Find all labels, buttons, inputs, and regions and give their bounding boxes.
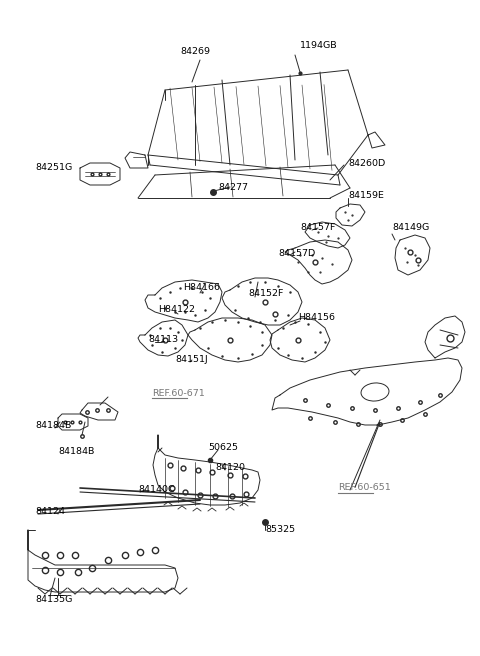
Text: 84157F: 84157F	[300, 224, 336, 232]
Text: 84113: 84113	[148, 335, 178, 344]
Text: 84157D: 84157D	[278, 249, 315, 258]
Text: 84260D: 84260D	[348, 159, 385, 167]
Text: H84122: H84122	[158, 306, 195, 314]
Text: 84152F: 84152F	[248, 289, 283, 298]
Text: 84269: 84269	[180, 47, 210, 56]
Text: 84135G: 84135G	[35, 596, 72, 604]
Text: 84251G: 84251G	[35, 163, 72, 173]
Text: 50625: 50625	[208, 443, 238, 453]
Text: 84277: 84277	[218, 184, 248, 192]
Text: 84151J: 84151J	[175, 356, 208, 365]
Text: 1194GB: 1194GB	[300, 41, 337, 49]
Text: REF.60-651: REF.60-651	[338, 483, 391, 493]
Text: 84149G: 84149G	[392, 224, 429, 232]
Text: 84184B: 84184B	[35, 420, 72, 430]
Text: 84120: 84120	[215, 464, 245, 472]
Text: H84156: H84156	[298, 314, 335, 323]
Text: 85325: 85325	[265, 525, 295, 535]
Text: REF.60-671: REF.60-671	[152, 388, 205, 398]
Text: REF.60-671: REF.60-671	[152, 388, 205, 398]
Text: 84124: 84124	[35, 508, 65, 516]
Text: 84184B: 84184B	[58, 447, 95, 457]
Text: H84166: H84166	[183, 283, 220, 293]
Text: 84140C: 84140C	[138, 485, 175, 495]
Text: 84159E: 84159E	[348, 190, 384, 199]
Text: REF.60-651: REF.60-651	[338, 483, 391, 493]
